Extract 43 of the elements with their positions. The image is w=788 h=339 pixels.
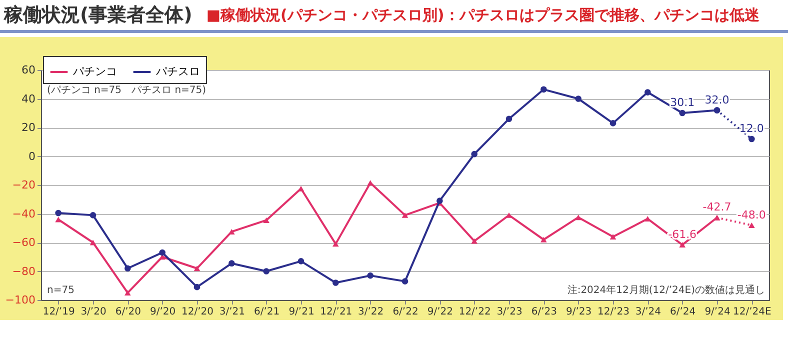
x-tick-label: 6/’23 xyxy=(531,306,557,318)
annotation: 注:2024年12月期(12/’24E)の数値は見通し xyxy=(567,284,765,296)
data-label: 12.0 xyxy=(739,122,764,135)
x-tick-label: 6/’22 xyxy=(392,306,418,318)
x-tick-label: 3/’24 xyxy=(635,306,661,318)
data-label: 30.1 xyxy=(670,96,695,109)
annotation: n=75 xyxy=(47,285,74,296)
x-tick-label: 9/’20 xyxy=(150,306,176,318)
y-tick-label: 60 xyxy=(22,64,36,76)
x-tick-label: 9/’24 xyxy=(704,306,730,318)
legend-label: パチンコ xyxy=(72,65,117,78)
chart-subtitle: ■稼働状況(パチンコ・パチスロ別)：パチスロはプラス圏で推移、パチンコは低迷 xyxy=(206,6,760,24)
y-tick-label: 40 xyxy=(22,92,36,106)
y-tick-label: −60 xyxy=(12,236,36,249)
chart-title: 稼働状況(事業者全体) xyxy=(4,3,192,28)
x-tick-label: 6/’20 xyxy=(115,306,141,318)
y-tick-label: −20 xyxy=(12,178,36,192)
x-tick-label: 3/’23 xyxy=(496,306,522,318)
x-tick-label: 12/’23 xyxy=(598,306,630,318)
x-tick-label: 12/’21 xyxy=(320,306,352,318)
x-tick-label: 6/’21 xyxy=(254,306,280,318)
data-label: -61.6 xyxy=(668,228,697,241)
x-tick-label: 12/’19 xyxy=(42,306,75,318)
y-tick-label: −40 xyxy=(12,207,36,220)
x-tick-label: 12/’24E xyxy=(733,306,772,318)
x-tick-label: 3/’21 xyxy=(219,306,245,318)
x-tick-label: 3/’20 xyxy=(80,306,106,318)
y-tick-label: 0 xyxy=(28,150,36,163)
x-tick-label: 9/’21 xyxy=(288,306,314,318)
x-tick-label: 12/’22 xyxy=(458,306,491,318)
annotation: (パチンコ n=75 パチスロ n=75) xyxy=(47,85,206,96)
x-tick-label: 9/’22 xyxy=(427,306,453,318)
data-label: -48.0 xyxy=(737,208,766,222)
x-tick-label: 12/’20 xyxy=(182,306,214,318)
x-tick-label: 6/’24 xyxy=(670,306,696,318)
data-label: -42.7 xyxy=(702,200,732,214)
x-tick-label: 9/’23 xyxy=(566,306,592,318)
x-tick-label: 3/’22 xyxy=(358,306,384,318)
legend-label: パチスロ xyxy=(155,65,200,78)
y-tick-label: −80 xyxy=(12,264,36,278)
y-tick-label: 20 xyxy=(22,121,36,134)
y-tick-label: −100 xyxy=(5,294,36,306)
data-label: 32.0 xyxy=(704,93,730,106)
